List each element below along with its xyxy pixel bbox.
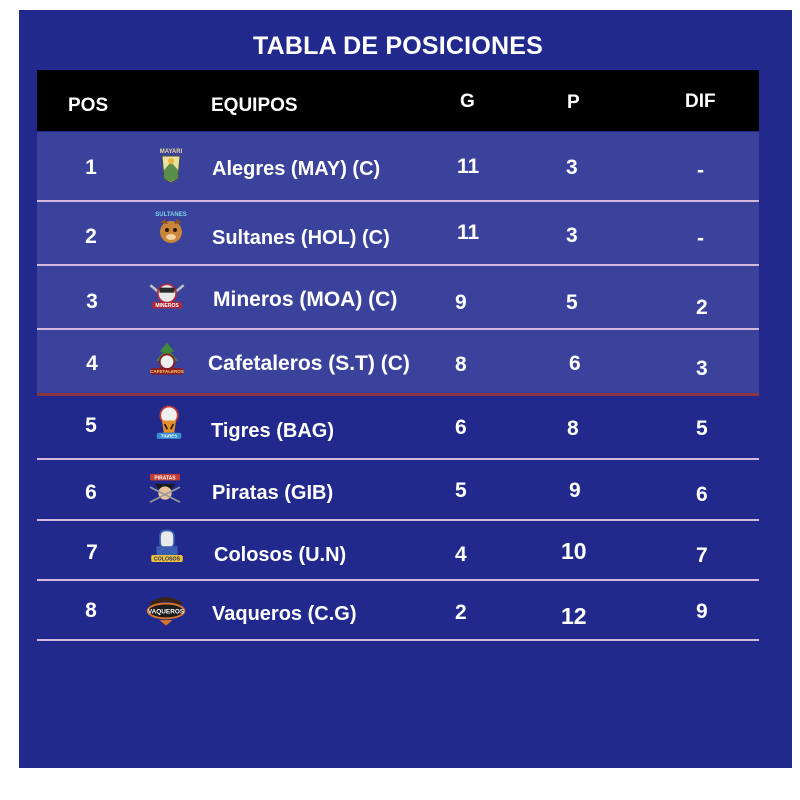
team-name: Mineros (MOA) (C) — [213, 288, 398, 311]
team-name: Alegres (MAY) (C) — [212, 158, 381, 180]
table-row: 3 MINEROS Mineros (MOA) (C) 9 5 2 — [37, 266, 759, 330]
row-position: 4 — [86, 352, 98, 375]
games-behind: 9 — [696, 600, 708, 623]
losses: 10 — [561, 538, 587, 564]
team-name: Colosos (U.N) — [214, 544, 347, 566]
team-name: Cafetaleros (S.T) (C) — [208, 352, 410, 375]
team-name: Piratas (GIB) — [212, 482, 334, 504]
table-row: 2 SULTANES Sultanes (HOL) (C) 11 3 - — [37, 202, 759, 266]
piratas-logo-icon: PIRATAS — [149, 473, 181, 503]
wins: 4 — [455, 543, 467, 566]
header-g: G — [460, 91, 475, 112]
mineros-logo-icon: MINEROS — [149, 283, 185, 309]
losses: 5 — [566, 291, 578, 314]
svg-text:PIRATAS: PIRATAS — [154, 475, 176, 481]
wins: 6 — [455, 416, 467, 439]
wins: 8 — [455, 353, 467, 376]
svg-text:MINEROS: MINEROS — [155, 303, 179, 309]
wins: 9 — [455, 291, 467, 314]
wins: 5 — [455, 479, 467, 502]
svg-text:COLOSOS: COLOSOS — [154, 556, 181, 562]
row-position: 5 — [85, 414, 97, 437]
svg-text:TIGRES: TIGRES — [161, 434, 177, 439]
page-title: TABLA DE POSICIONES — [253, 32, 543, 60]
team-name: Vaqueros (C.G) — [212, 603, 357, 625]
losses: 3 — [566, 156, 578, 179]
games-behind: 3 — [696, 357, 708, 380]
table-row: 7 COLOSOS Colosos (U.N) 4 10 7 — [37, 521, 759, 581]
wins: 11 — [457, 155, 480, 178]
row-position: 8 — [85, 599, 97, 622]
colosos-logo-icon: COLOSOS — [151, 529, 183, 562]
svg-text:MAYARI: MAYARI — [160, 149, 183, 155]
team-name: Tigres (BAG) — [211, 420, 334, 442]
table-row: 6 PIRATAS Piratas (GIB) 5 9 6 — [37, 459, 759, 521]
header-pos: POS — [68, 95, 109, 116]
team-name: Sultanes (HOL) (C) — [212, 227, 390, 249]
header-p: P — [567, 92, 580, 113]
losses: 6 — [569, 352, 581, 375]
games-behind: 5 — [696, 417, 708, 440]
losses: 12 — [561, 603, 587, 629]
losses: 3 — [566, 224, 578, 247]
games-behind: 6 — [696, 483, 708, 506]
tigres-logo-icon: TIGRES — [156, 405, 182, 439]
table-row: 1 MAYARI Alegres (MAY) (C) 11 3 - — [37, 132, 759, 202]
row-position: 3 — [86, 290, 98, 313]
games-behind: 2 — [696, 296, 708, 319]
vaqueros-logo-icon: VAQUEROS — [146, 597, 186, 626]
svg-text:SULTANES: SULTANES — [155, 212, 186, 218]
wins: 11 — [457, 221, 480, 244]
header-dif: DIF — [685, 91, 716, 112]
losses: 9 — [569, 479, 581, 502]
svg-text:CAFETALEROS: CAFETALEROS — [150, 369, 184, 374]
cafetaleros-logo-icon: CAFETALEROS — [150, 342, 184, 375]
sultanes-logo-icon: SULTANES — [155, 212, 187, 243]
svg-text:VAQUEROS: VAQUEROS — [148, 609, 185, 616]
alegres-logo-icon: MAYARI — [160, 149, 183, 183]
games-behind: - — [697, 227, 704, 250]
games-behind: - — [697, 159, 704, 182]
games-behind: 7 — [696, 544, 708, 567]
losses: 8 — [567, 417, 579, 440]
table-row: 5 TIGRES Tigres (BAG) 6 8 5 — [37, 396, 759, 460]
table-row: 8 VAQUEROS Vaqueros (C.G) 2 12 9 — [37, 581, 759, 641]
row-position: 7 — [86, 541, 98, 564]
table-header: POS EQUIPOS G P DIF — [37, 70, 759, 131]
row-position: 1 — [85, 156, 97, 179]
row-position: 2 — [85, 225, 97, 248]
header-team: EQUIPOS — [211, 95, 298, 116]
table-row: 4 CAFETALEROS Cafetaleros (S.T) (C) 8 6 … — [37, 330, 759, 396]
wins: 2 — [455, 601, 467, 624]
row-position: 6 — [85, 481, 97, 504]
